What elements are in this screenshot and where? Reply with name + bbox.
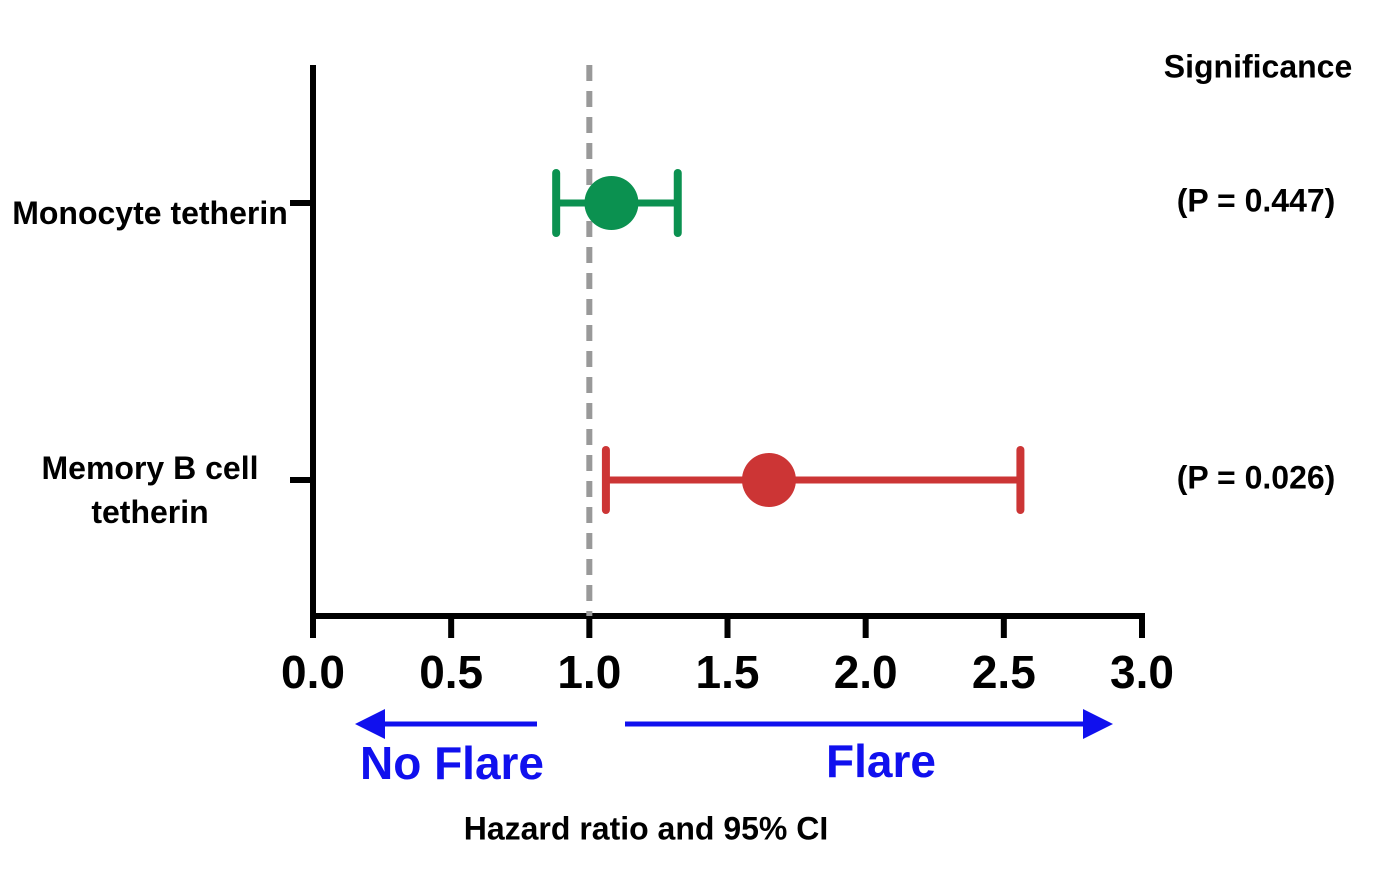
x-tick-label: 0.5 (419, 646, 483, 698)
category-label: Monocyte tetherin (12, 195, 288, 231)
left-annotation: No Flare (360, 737, 544, 789)
category-label: Memory B cell tetherin (41, 450, 259, 530)
p-header: Significance (1164, 48, 1353, 84)
right-annotation: Flare (826, 735, 936, 787)
point (741, 453, 796, 507)
x-tick-label: 0.0 (281, 646, 345, 698)
x-axis-label: Hazard ratio and 95% CI (464, 810, 829, 846)
x-tick-label: 3.0 (1110, 646, 1174, 698)
x-tick-label: 2.5 (972, 646, 1036, 698)
p-label: (P = 0.026) (1177, 459, 1336, 495)
x-tick-label: 1.0 (557, 646, 621, 698)
p-label: (P = 0.447) (1177, 182, 1336, 218)
x-tick-label: 1.5 (696, 646, 760, 698)
point (584, 176, 639, 230)
x-tick-label: 2.0 (834, 646, 898, 698)
